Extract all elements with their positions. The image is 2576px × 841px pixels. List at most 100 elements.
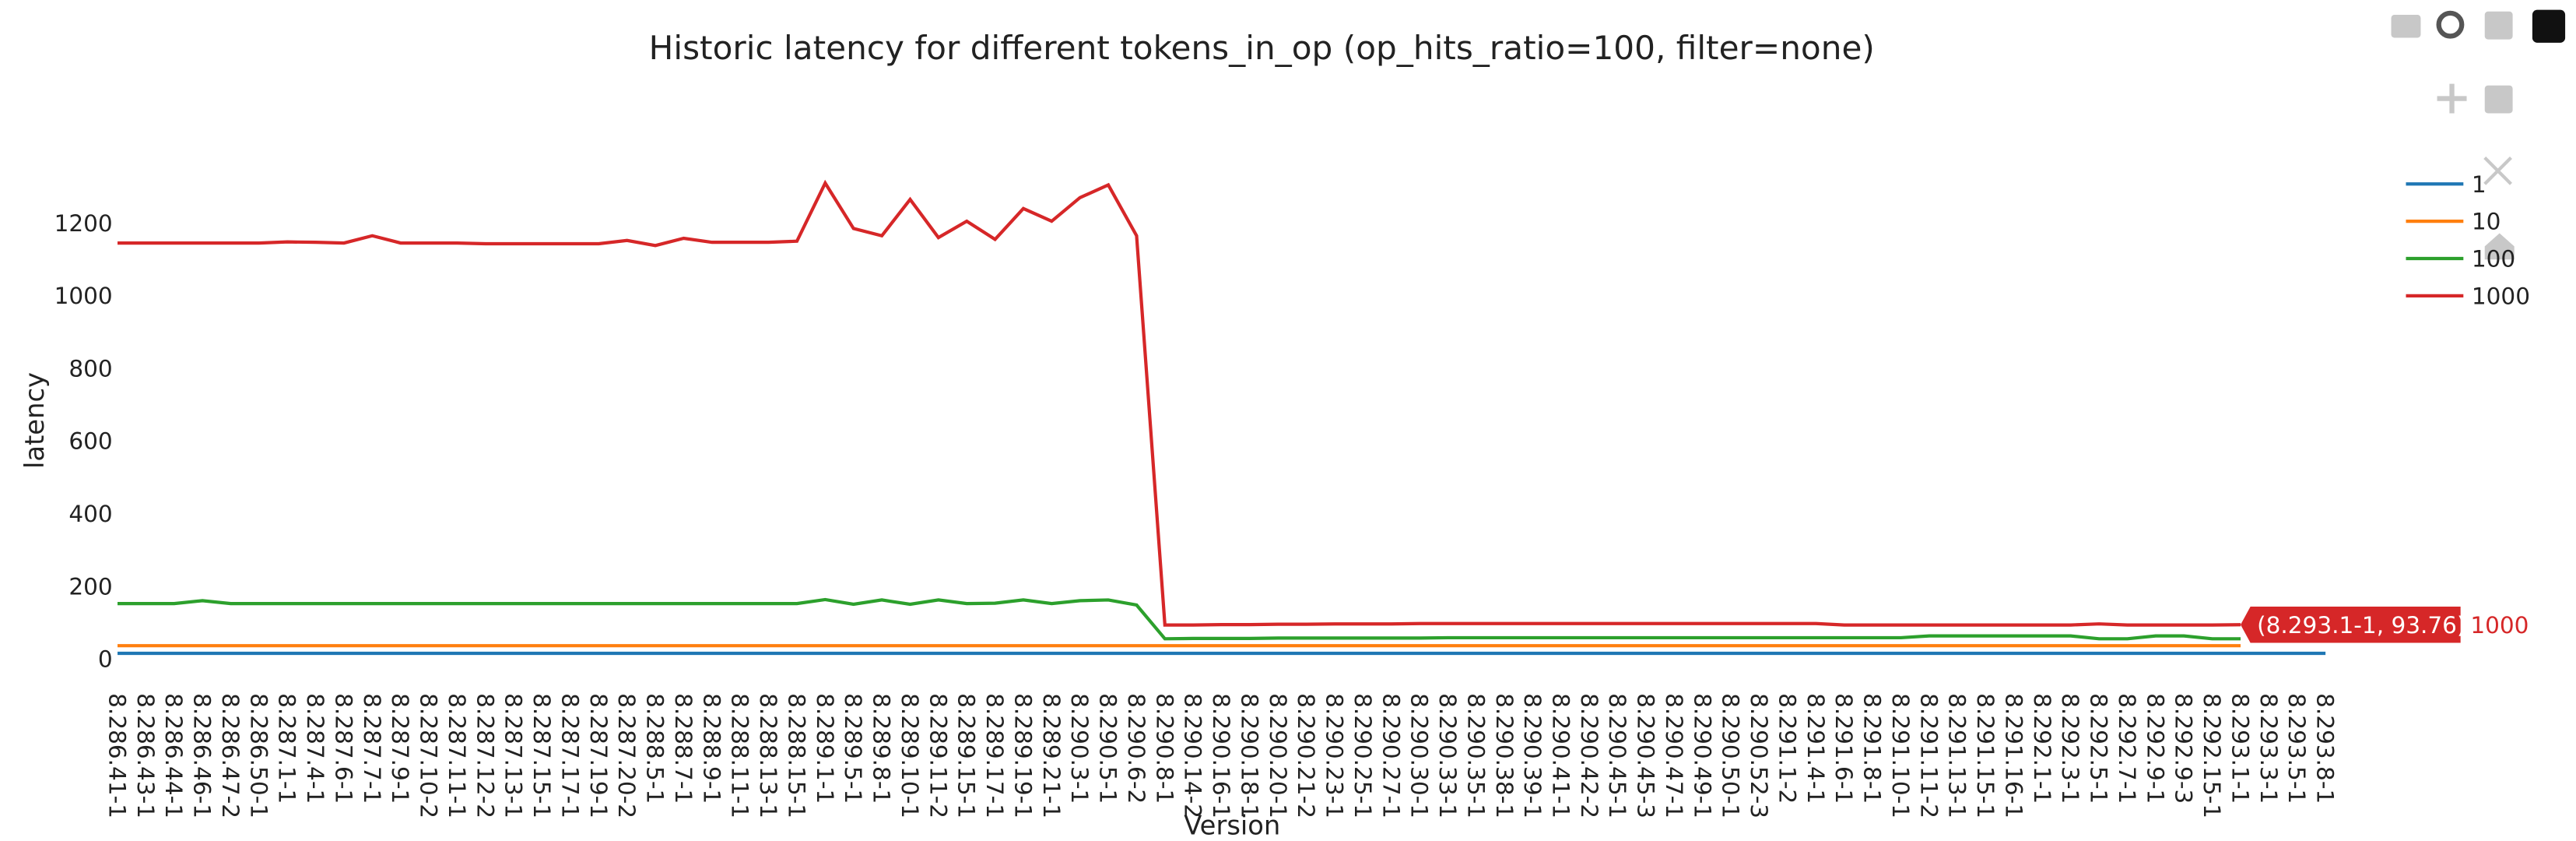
hover-box — [2241, 607, 2461, 643]
x-tick-label: 8.289.17-1 — [981, 693, 1008, 818]
reset-icon[interactable] — [2484, 233, 2515, 260]
x-tick-label: 8.287.13-1 — [500, 693, 527, 818]
x-tick-label: 8.292.9-1 — [2142, 693, 2168, 804]
camera-icon[interactable] — [2391, 14, 2421, 38]
x-tick-label: 8.290.23-1 — [1321, 693, 1348, 818]
zoom-icon[interactable] — [2436, 10, 2465, 39]
x-tick-label: 8.289.15-1 — [953, 693, 980, 818]
x-tick-label: 8.287.15-1 — [528, 693, 555, 818]
x-tick-label: 8.291.16-1 — [2000, 693, 2027, 818]
x-tick-label: 8.289.19-1 — [1009, 693, 1036, 818]
x-tick-label: 8.290.38-1 — [1491, 693, 1518, 818]
plotly-logo[interactable] — [2532, 9, 2566, 43]
x-tick-label: 8.290.42-2 — [1576, 693, 1602, 818]
x-tick-label: 8.287.4-1 — [302, 693, 328, 804]
x-tick-label: 8.290.33-1 — [1434, 693, 1461, 818]
x-tick-label: 8.291.6-1 — [1830, 693, 1857, 804]
hover-text: (8.293.1-1, 93.76) — [2257, 612, 2465, 639]
x-tick-label: 8.291.8-1 — [1859, 693, 1886, 804]
x-tick-label: 8.290.45-3 — [1633, 693, 1659, 818]
y-tick-label: 1200 — [54, 210, 113, 237]
x-tick-label: 8.287.11-1 — [444, 693, 470, 818]
x-tick-label: 8.289.5-1 — [840, 693, 866, 804]
x-tick-label: 8.287.9-1 — [387, 693, 413, 804]
x-tick-label: 8.290.39-1 — [1519, 693, 1546, 818]
pan-icon[interactable] — [2437, 83, 2467, 114]
series-line — [118, 597, 2241, 641]
x-tick-label: 8.289.10-1 — [897, 693, 923, 818]
x-tick-label: 8.288.5-1 — [642, 693, 669, 804]
x-tick-label: 8.287.12-2 — [472, 693, 498, 818]
x-tick-label: 8.291.15-1 — [1972, 693, 1999, 818]
x-tick-label: 8.293.3-1 — [2255, 693, 2282, 804]
x-tick-label: 8.287.10-2 — [416, 693, 442, 818]
y-tick-label: 1000 — [54, 283, 113, 309]
x-tick-label: 8.289.11-2 — [925, 693, 951, 818]
x-tick-label: 8.292.15-1 — [2199, 693, 2225, 818]
x-tick-label: 8.290.41-1 — [1548, 693, 1574, 818]
x-tick-label: 8.288.7-1 — [670, 693, 697, 804]
plus-icon[interactable] — [2484, 11, 2513, 40]
x-tick-label: 8.292.5-1 — [2086, 693, 2112, 804]
x-tick-label: 8.292.1-1 — [2029, 693, 2055, 804]
x-tick-label: 8.287.17-1 — [556, 693, 583, 818]
x-tick-label: 8.290.30-1 — [1406, 693, 1433, 818]
x-tick-label: 8.293.5-1 — [2283, 693, 2310, 804]
x-tick-label: 8.291.13-1 — [1944, 693, 1971, 818]
x-tick-label: 8.286.50-1 — [245, 693, 272, 818]
x-tick-label: 8.293.8-1 — [2312, 693, 2339, 804]
legend-label: 10 — [2472, 209, 2501, 235]
y-tick-label: 800 — [68, 355, 112, 382]
x-tick-label: 8.287.1-1 — [274, 693, 300, 804]
x-tick-label: 8.290.6-2 — [1123, 693, 1149, 804]
x-tick-label: 8.290.3-1 — [1066, 693, 1093, 804]
hover-name: 1000 — [2470, 612, 2529, 639]
x-tick-label: 8.286.46-1 — [189, 693, 216, 818]
legend-label: 1 — [2472, 171, 2487, 198]
y-tick-label: 200 — [68, 573, 112, 600]
x-tick-label: 8.287.20-2 — [613, 693, 640, 818]
y-axis-label: latency — [19, 372, 50, 469]
chart-title: Historic latency for different tokens_in… — [649, 29, 1875, 67]
x-tick-label: 8.289.8-1 — [869, 693, 895, 804]
x-tick-label: 8.287.19-1 — [585, 693, 612, 818]
x-tick-label: 8.290.20-1 — [1265, 693, 1291, 818]
legend-label: 100 — [2472, 246, 2515, 273]
x-tick-label: 8.286.47-2 — [217, 693, 244, 818]
x-tick-label: 8.290.49-1 — [1689, 693, 1715, 818]
x-tick-label: 8.290.25-1 — [1349, 693, 1376, 818]
series-line — [118, 179, 2241, 627]
x-tick-label: 8.290.50-1 — [1718, 693, 1744, 818]
x-tick-label: 8.291.1-2 — [1774, 693, 1800, 804]
x-tick-label: 8.290.52-3 — [1746, 693, 1772, 818]
x-tick-label: 8.288.9-1 — [698, 693, 725, 804]
x-tick-label: 8.286.44-1 — [160, 693, 187, 818]
x-tick-label: 8.286.43-1 — [132, 693, 159, 818]
x-tick-label: 8.289.21-1 — [1038, 693, 1065, 818]
x-tick-label: 8.287.7-1 — [359, 693, 385, 804]
x-tick-label: 8.290.14-2 — [1180, 693, 1206, 818]
y-tick-label: 0 — [98, 646, 113, 673]
x-tick-label: 8.292.9-3 — [2171, 693, 2197, 804]
x-tick-label: 8.290.5-1 — [1095, 693, 1121, 804]
x-tick-label: 8.289.1-1 — [812, 693, 838, 804]
x-axis-label: Version — [1184, 811, 1280, 841]
autoscale-icon[interactable] — [2483, 157, 2512, 185]
x-tick-label: 8.291.4-1 — [1802, 693, 1829, 804]
x-tick-label: 8.288.15-1 — [783, 693, 809, 818]
x-tick-label: 8.292.7-1 — [2114, 693, 2140, 804]
x-tick-label: 8.291.11-2 — [1915, 693, 1942, 818]
x-tick-label: 8.290.18-1 — [1236, 693, 1262, 818]
x-tick-label: 8.288.11-1 — [727, 693, 753, 818]
x-tick-label: 8.290.27-1 — [1377, 693, 1404, 818]
modebar[interactable] — [2391, 9, 2566, 260]
x-tick-label: 8.290.45-1 — [1604, 693, 1630, 818]
minus-icon[interactable] — [2484, 85, 2513, 114]
x-tick-label: 8.293.1-1 — [2227, 693, 2253, 804]
y-tick-label: 600 — [68, 428, 112, 455]
x-tick-label: 8.288.13-1 — [755, 693, 781, 818]
y-tick-label: 400 — [68, 501, 112, 527]
x-tick-label: 8.287.6-1 — [330, 693, 356, 804]
